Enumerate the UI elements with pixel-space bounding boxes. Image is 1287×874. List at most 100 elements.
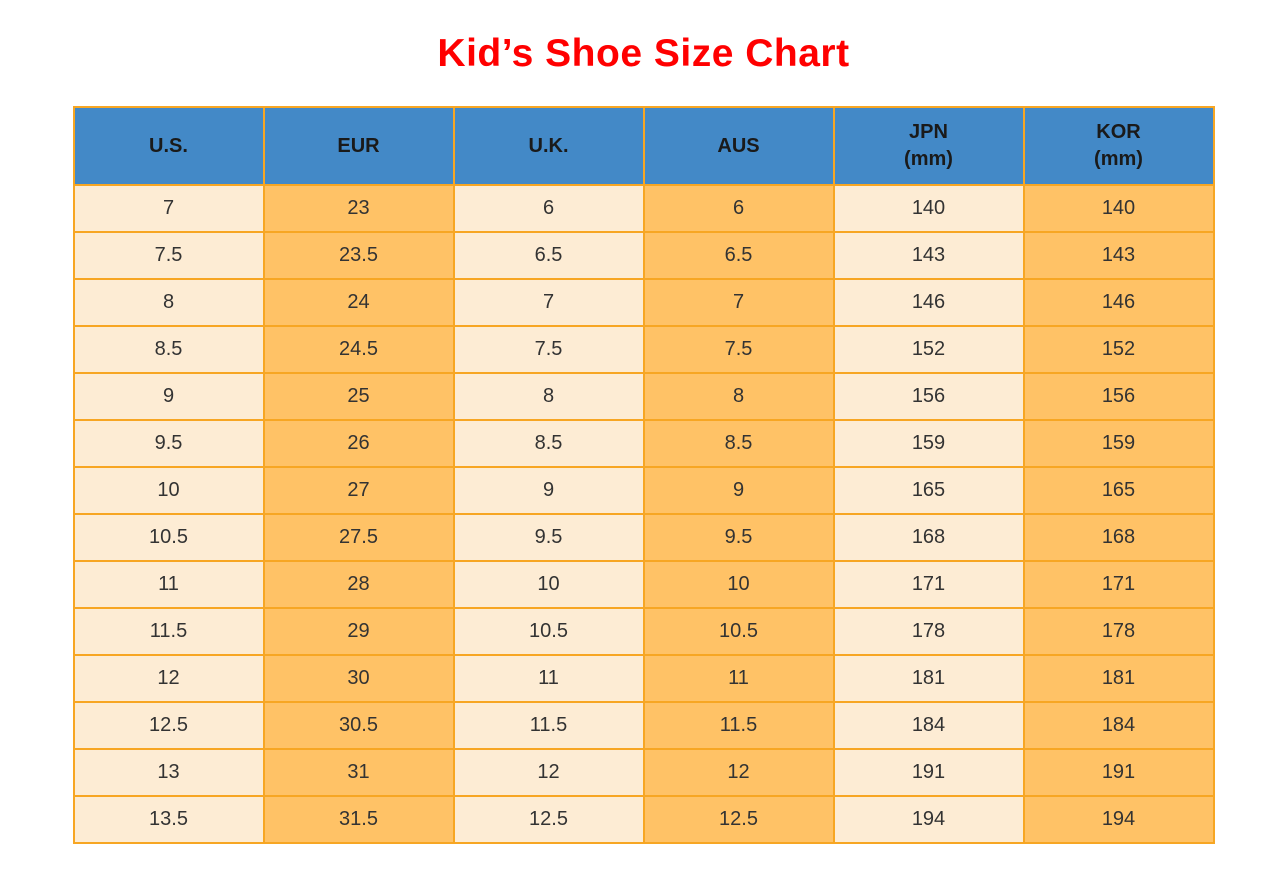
cell-aus: 9 <box>642 466 835 515</box>
cell-u-k: 9 <box>452 466 645 515</box>
cell-jpn-mm: 194 <box>832 795 1025 844</box>
column-header-kor-mm: KOR (mm) <box>1022 106 1215 186</box>
cell-aus: 12 <box>642 748 835 797</box>
cell-u-k: 10.5 <box>452 607 645 656</box>
table-body: 7 23 6 6 140 140 7.5 23.5 6.5 6.5 143 143 8 24 7 7 146 14… <box>72 184 1215 844</box>
cell-jpn-mm: 143 <box>832 231 1025 280</box>
cell-aus: 7.5 <box>642 325 835 374</box>
column-header-line: KOR <box>1096 121 1141 143</box>
column-header-line: (mm) <box>904 148 953 170</box>
cell-u-s: 9.5 <box>72 419 265 468</box>
table-header: U.S. EUR U.K. AUS JPN (mm) KOR (mm) <box>72 106 1215 186</box>
cell-kor-mm: 178 <box>1022 607 1215 656</box>
table-row: 7.5 23.5 6.5 6.5 143 143 <box>72 231 1215 280</box>
column-header-line: JPN <box>909 121 948 143</box>
cell-u-s: 9 <box>72 372 265 421</box>
cell-u-s: 12 <box>72 654 265 703</box>
cell-jpn-mm: 184 <box>832 701 1025 750</box>
cell-aus: 12.5 <box>642 795 835 844</box>
cell-kor-mm: 143 <box>1022 231 1215 280</box>
cell-u-k: 12.5 <box>452 795 645 844</box>
cell-jpn-mm: 178 <box>832 607 1025 656</box>
cell-jpn-mm: 168 <box>832 513 1025 562</box>
cell-aus: 8.5 <box>642 419 835 468</box>
cell-u-s: 11 <box>72 560 265 609</box>
cell-eur: 31.5 <box>262 795 455 844</box>
cell-eur: 27 <box>262 466 455 515</box>
cell-kor-mm: 156 <box>1022 372 1215 421</box>
column-header-line: U.K. <box>528 134 569 157</box>
table-row: 9 25 8 8 156 156 <box>72 372 1215 421</box>
cell-u-k: 7.5 <box>452 325 645 374</box>
cell-u-k: 10 <box>452 560 645 609</box>
cell-jpn-mm: 159 <box>832 419 1025 468</box>
cell-u-s: 8 <box>72 278 265 327</box>
cell-kor-mm: 152 <box>1022 325 1215 374</box>
cell-kor-mm: 140 <box>1022 184 1215 233</box>
cell-aus: 11 <box>642 654 835 703</box>
table-row: 10.5 27.5 9.5 9.5 168 168 <box>72 513 1215 562</box>
cell-u-k: 9.5 <box>452 513 645 562</box>
cell-u-k: 6 <box>452 184 645 233</box>
cell-u-k: 11 <box>452 654 645 703</box>
cell-eur: 24 <box>262 278 455 327</box>
cell-u-k: 6.5 <box>452 231 645 280</box>
column-header-eur: EUR <box>262 106 455 186</box>
cell-u-s: 7 <box>72 184 265 233</box>
cell-kor-mm: 184 <box>1022 701 1215 750</box>
cell-u-k: 8.5 <box>452 419 645 468</box>
cell-kor-mm: 146 <box>1022 278 1215 327</box>
cell-u-s: 8.5 <box>72 325 265 374</box>
table-row: 11.5 29 10.5 10.5 178 178 <box>72 607 1215 656</box>
cell-aus: 8 <box>642 372 835 421</box>
cell-eur: 25 <box>262 372 455 421</box>
cell-kor-mm: 181 <box>1022 654 1215 703</box>
cell-kor-mm: 194 <box>1022 795 1215 844</box>
cell-aus: 6.5 <box>642 231 835 280</box>
table-row: 10 27 9 9 165 165 <box>72 466 1215 515</box>
cell-kor-mm: 159 <box>1022 419 1215 468</box>
cell-u-s: 11.5 <box>72 607 265 656</box>
cell-u-s: 13 <box>72 748 265 797</box>
cell-u-k: 7 <box>452 278 645 327</box>
cell-jpn-mm: 156 <box>832 372 1025 421</box>
cell-jpn-mm: 171 <box>832 560 1025 609</box>
cell-u-s: 10 <box>72 466 265 515</box>
column-header-u-s: U.S. <box>72 106 265 186</box>
cell-eur: 30 <box>262 654 455 703</box>
cell-eur: 30.5 <box>262 701 455 750</box>
table-row: 8 24 7 7 146 146 <box>72 278 1215 327</box>
cell-u-s: 10.5 <box>72 513 265 562</box>
column-header-aus: AUS <box>642 106 835 186</box>
cell-u-k: 11.5 <box>452 701 645 750</box>
table-row: 7 23 6 6 140 140 <box>72 184 1215 233</box>
table-row: 11 28 10 10 171 171 <box>72 560 1215 609</box>
cell-aus: 10 <box>642 560 835 609</box>
cell-kor-mm: 165 <box>1022 466 1215 515</box>
cell-jpn-mm: 165 <box>832 466 1025 515</box>
table-row: 8.5 24.5 7.5 7.5 152 152 <box>72 325 1215 374</box>
cell-eur: 26 <box>262 419 455 468</box>
cell-u-s: 7.5 <box>72 231 265 280</box>
table-row: 9.5 26 8.5 8.5 159 159 <box>72 419 1215 468</box>
header-row: U.S. EUR U.K. AUS JPN (mm) KOR (mm) <box>72 106 1215 186</box>
cell-aus: 7 <box>642 278 835 327</box>
cell-u-s: 12.5 <box>72 701 265 750</box>
cell-eur: 31 <box>262 748 455 797</box>
column-header-jpn-mm: JPN (mm) <box>832 106 1025 186</box>
table-row: 12.5 30.5 11.5 11.5 184 184 <box>72 701 1215 750</box>
cell-eur: 27.5 <box>262 513 455 562</box>
table-row: 13 31 12 12 191 191 <box>72 748 1215 797</box>
cell-eur: 29 <box>262 607 455 656</box>
cell-aus: 6 <box>642 184 835 233</box>
column-header-line: EUR <box>337 134 380 157</box>
column-header-line: (mm) <box>1094 148 1143 170</box>
cell-aus: 11.5 <box>642 701 835 750</box>
cell-jpn-mm: 140 <box>832 184 1025 233</box>
cell-jpn-mm: 152 <box>832 325 1025 374</box>
cell-kor-mm: 171 <box>1022 560 1215 609</box>
cell-aus: 10.5 <box>642 607 835 656</box>
column-header-u-k: U.K. <box>452 106 645 186</box>
cell-eur: 23.5 <box>262 231 455 280</box>
